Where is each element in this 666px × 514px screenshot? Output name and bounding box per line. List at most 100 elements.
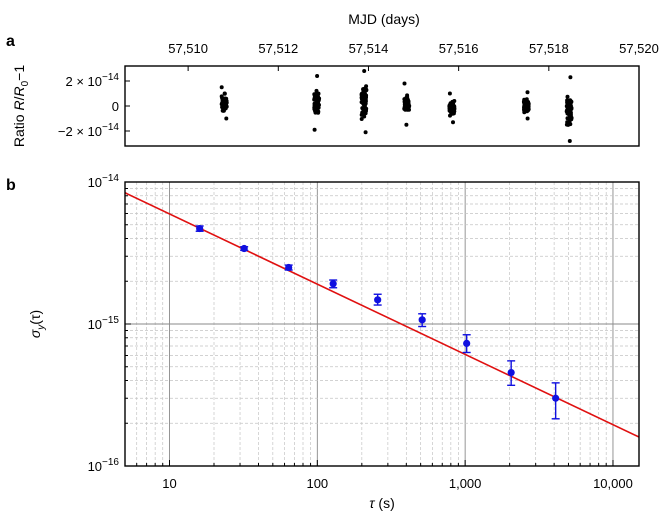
panel-b-xlabel: τ (s) [369,495,394,511]
panel-a-point [362,69,367,73]
panel-b-x-tick-label: 1,000 [449,476,482,491]
panel-a-point [314,88,319,93]
panel-b-point [373,293,382,306]
panel-a-point [407,107,411,112]
panel-a-point [566,101,571,106]
panel-b-point [195,224,204,233]
panel-b-y-tick-label: 10−14 [88,173,120,190]
panel-a-point [450,101,455,106]
panel-a-point [312,127,317,132]
panel-a: MJD (days) 57,510 57,512 57,514 57,516 57,51… [11,11,659,147]
panel-a-point [566,112,571,116]
panel-a-xlabel: MJD (days) [348,11,420,27]
panel-b-point [551,382,560,420]
panel-a-point [447,91,452,96]
panel-b-x-tick-label: 100 [306,476,328,491]
panel-a-cluster [447,91,457,125]
panel-b: 10 100 1,000 10,000 10−14 10−15 10−16 τ (s) σ… [27,173,640,511]
panel-b-grid [124,182,639,467]
panel-a-point [317,96,322,101]
panel-a-point [364,84,369,89]
panel-a-point [224,100,229,105]
panel-b-x-ticks: 10 100 1,000 10,000 [124,460,633,491]
panel-a-point [315,74,320,78]
panel-b-point [418,313,427,328]
panel-a-x-tick-label: 57,516 [439,41,479,56]
panel-b-point [507,360,516,387]
panel-a-point [362,105,367,110]
panel-a-cluster [521,90,531,121]
panel-b-point [329,279,338,289]
panel-a-point [568,75,573,80]
panel-a-point [363,130,368,135]
panel-b-marker [240,244,248,253]
panel-b-letter: b [6,177,16,194]
panel-b-point [462,334,471,354]
panel-a-point [448,113,452,118]
panel-a-point [567,139,572,143]
panel-a-point [451,111,456,116]
panel-b-y-ticks: 10−14 10−15 10−16 [88,173,131,474]
panel-a-point [525,116,530,121]
panel-b-marker [463,339,471,348]
panel-a-point [403,100,408,105]
panel-a-point [312,97,317,102]
panel-b-data-points [195,224,560,420]
panel-a-x-tick-label: 57,514 [349,41,389,56]
panel-b-marker [507,368,515,377]
panel-a-point [450,106,455,111]
panel-a-point [565,120,570,125]
panel-a-point [525,109,529,114]
panel-a-cluster [359,69,369,135]
panel-b-marker [329,280,337,288]
panel-b-marker [196,224,204,233]
panel-a-point [219,85,224,90]
panel-a-point [362,102,367,107]
panel-a-y-tick-label: 0 [112,99,119,114]
panel-a-point [312,106,317,111]
panel-a-point [224,116,229,121]
panel-a-cluster [312,74,322,132]
panel-a-point [402,81,407,86]
panel-a-x-tick-label: 57,510 [168,41,208,56]
panel-a-point [525,90,530,95]
panel-a-point [522,103,527,108]
panel-a-point [569,115,574,120]
panel-a-point [565,94,570,99]
panel-a-point [359,92,364,97]
panel-a-point [364,88,369,93]
panel-a-cluster [402,81,412,127]
panel-a-point [362,114,367,119]
panel-b-marker [418,316,426,324]
panel-a-x-tick-label: 57,518 [529,41,569,56]
panel-b-x-tick-label: 10,000 [593,476,633,491]
panel-a-point [404,95,409,100]
panel-a-point [316,109,321,114]
panel-a-point [223,104,228,109]
panel-a-point [222,91,227,96]
panel-b-y-tick-label: 10−15 [88,315,120,332]
panel-b-ylabel: σy(τ) [27,310,47,338]
panel-a-x-tick-label: 57,512 [258,41,298,56]
panel-a-frame [124,65,640,147]
panel-a-point [451,120,455,125]
panel-a-y-tick-label: 2 × 10−14 [66,72,120,89]
panel-b-x-tick-label: 10 [162,476,176,491]
panel-a-point [359,117,364,121]
panel-a-y-tick-label: −2 × 10−14 [58,122,120,139]
panel-a-x-ticks: 57,510 57,512 57,514 57,516 57,518 57,520 [168,41,659,71]
panel-a-cluster [219,85,229,121]
panel-a-point [219,94,224,99]
panel-a-point [522,100,527,105]
panel-a-point [402,105,407,110]
panel-b-point [284,263,293,272]
panel-a-data-points [219,69,574,143]
panel-b-marker [552,394,560,402]
panel-b-marker [285,263,293,272]
panel-b-marker [374,296,382,304]
panel-a-point [312,104,317,109]
panel-a-letter: a [6,33,15,50]
panel-b-y-tick-label: 10−16 [88,457,120,474]
panel-b-point [240,244,249,253]
